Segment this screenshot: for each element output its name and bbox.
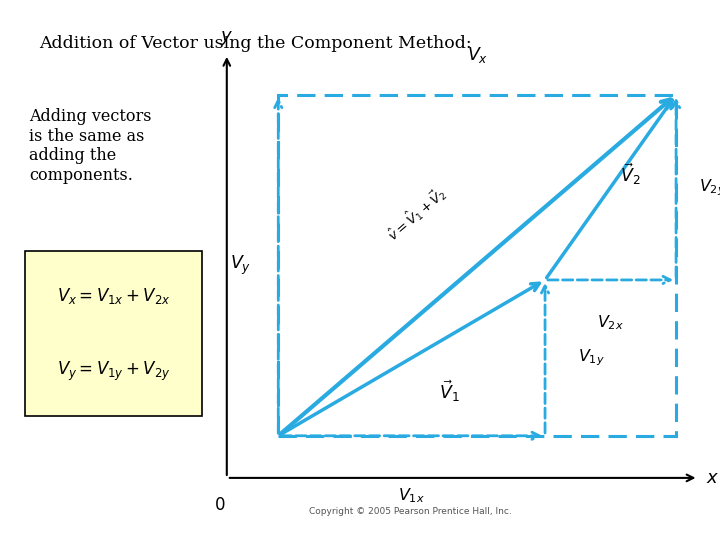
Text: $V_y$: $V_y$ [230,254,251,277]
Text: $V_{2y}$: $V_{2y}$ [699,177,720,198]
Bar [25,251,202,416]
Text: Addition of Vector using the Component Method:: Addition of Vector using the Component M… [40,35,472,52]
Text: $V_{1x}$: $V_{1x}$ [398,487,425,505]
Text: Adding vectors
is the same as
adding the
components.: Adding vectors is the same as adding the… [29,108,151,184]
Bar [279,94,676,436]
Text: $V_{1y}$: $V_{1y}$ [577,348,605,368]
Text: Copyright © 2005 Pearson Prentice Hall, Inc.: Copyright © 2005 Pearson Prentice Hall, … [309,508,512,516]
Text: $\hat{v} = \hat{V}_1 + \vec{V}_2$: $\hat{v} = \hat{V}_1 + \vec{V}_2$ [383,183,451,245]
Text: $\vec{V}_1$: $\vec{V}_1$ [438,379,459,404]
Text: $V_{2x}$: $V_{2x}$ [597,314,624,332]
Text: $0$: $0$ [214,497,225,514]
Text: $V_y = V_{1y} + V_{2y}$: $V_y = V_{1y} + V_{2y}$ [57,360,170,383]
Text: $y$: $y$ [220,29,233,47]
Text: $V_x$: $V_x$ [467,45,487,65]
Text: $x$: $x$ [706,469,719,487]
Text: $\vec{V}_2$: $\vec{V}_2$ [620,162,641,187]
Text: $V_x = V_{1x} + V_{2x}$: $V_x = V_{1x} + V_{2x}$ [57,286,170,306]
